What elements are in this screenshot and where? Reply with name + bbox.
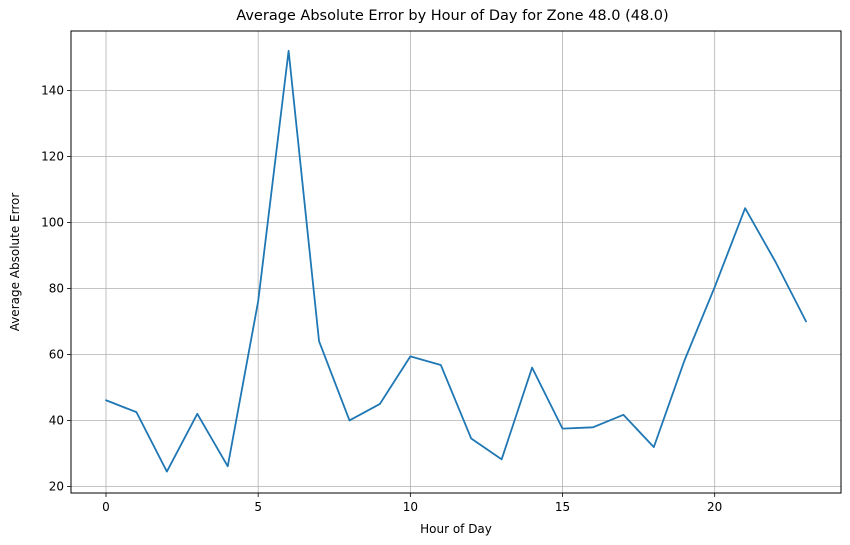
x-tick-label: 10 [403,500,418,514]
y-tick-label: 140 [41,83,64,97]
y-tick-label: 120 [41,149,64,163]
y-tick-label: 100 [41,215,64,229]
y-axis-label: Average Absolute Error [8,193,22,332]
data-series [105,49,807,473]
grid [71,31,841,493]
series-line [105,49,807,473]
y-axis-ticks: 20 40 60 80 100 120 140 [41,83,71,493]
x-axis-ticks: 0 5 10 15 20 [102,493,722,514]
x-tick-label: 15 [555,500,570,514]
x-tick-label: 5 [254,500,262,514]
y-tick-label: 40 [49,413,64,427]
y-tick-label: 60 [49,347,64,361]
chart-title: Average Absolute Error by Hour of Day fo… [236,8,668,24]
y-tick-label: 80 [49,281,64,295]
x-tick-label: 20 [707,500,722,514]
x-axis-label: Hour of Day [420,522,492,536]
y-tick-label: 20 [49,479,64,493]
x-tick-label: 0 [102,500,110,514]
plot-frame [70,30,842,494]
